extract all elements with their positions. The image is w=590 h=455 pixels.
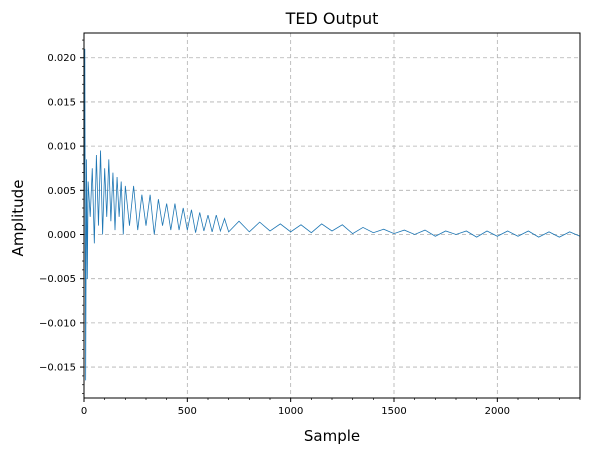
- chart-title: TED Output: [285, 9, 379, 28]
- grid-lines: [84, 33, 580, 398]
- x-axis: 0 500 1000 1500 2000: [81, 398, 581, 417]
- x-tick-label: 1000: [278, 406, 303, 417]
- y-tick-label: 0.010: [47, 142, 76, 153]
- y-tick-label: −0.005: [39, 274, 76, 285]
- x-tick-label: 1500: [381, 406, 406, 417]
- y-tick-label: −0.015: [39, 363, 76, 374]
- x-axis-label: Sample: [304, 427, 360, 445]
- y-tick-label: 0.000: [47, 230, 76, 241]
- y-tick-label: 0.005: [47, 186, 76, 197]
- y-axis-label: Amplitude: [9, 180, 27, 257]
- x-tick-label: 0: [81, 406, 87, 417]
- plot-area: [83, 48, 581, 381]
- y-tick-label: 0.020: [47, 53, 76, 64]
- x-tick-label: 2000: [485, 406, 510, 417]
- y-axis: −0.015 −0.010 −0.005 0.000 0.005 0.010 0.015 0.…: [39, 39, 84, 394]
- plot-frame: [83, 32, 581, 399]
- x-tick-label: 500: [178, 406, 197, 417]
- y-tick-label: −0.010: [39, 318, 76, 329]
- series-line: [83, 48, 581, 381]
- y-tick-label: 0.015: [47, 97, 76, 108]
